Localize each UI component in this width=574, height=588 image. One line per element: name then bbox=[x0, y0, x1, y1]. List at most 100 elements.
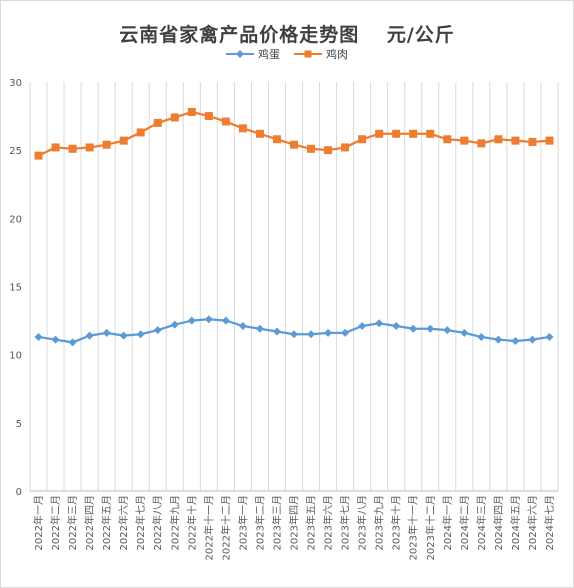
data-point-chicken bbox=[460, 136, 469, 145]
x-tick-label: 2022年十一月 bbox=[202, 495, 215, 560]
legend-label-chicken: 鸡肉 bbox=[326, 48, 348, 61]
data-point-egg bbox=[136, 330, 145, 339]
legend: 鸡蛋 鸡肉 bbox=[0, 46, 574, 62]
data-point-chicken bbox=[85, 143, 94, 152]
x-tick-label: 2022年二月 bbox=[49, 495, 62, 550]
data-point-egg bbox=[34, 332, 43, 341]
data-point-chicken bbox=[34, 151, 43, 160]
legend-swatch-egg bbox=[226, 50, 254, 58]
x-tick-label: 2023年九月 bbox=[373, 495, 386, 550]
x-tick-label: 2024年三月 bbox=[475, 495, 488, 550]
x-tick-label: 2023年二月 bbox=[253, 495, 266, 550]
data-point-egg bbox=[68, 338, 77, 347]
data-point-egg bbox=[204, 315, 213, 324]
x-tick-label: 2024年五月 bbox=[509, 495, 522, 550]
data-point-egg bbox=[426, 324, 435, 333]
x-tick-label: 2022年三月 bbox=[66, 495, 79, 550]
data-point-chicken bbox=[255, 129, 264, 138]
chart-title: 云南省家禽产品价格走势图 元/公斤 bbox=[119, 24, 455, 46]
x-tick-label: 2023年七月 bbox=[339, 495, 352, 550]
x-tick-label: 2024年一月 bbox=[441, 495, 454, 550]
data-point-chicken bbox=[358, 135, 367, 144]
data-point-chicken bbox=[119, 136, 128, 145]
x-tick-label: 2023年十月 bbox=[390, 495, 403, 550]
data-point-chicken bbox=[528, 137, 537, 146]
data-point-chicken bbox=[102, 140, 111, 149]
data-point-egg bbox=[477, 332, 486, 341]
data-point-egg bbox=[358, 322, 367, 331]
y-tick-label: 5 bbox=[16, 419, 22, 430]
data-point-chicken bbox=[170, 113, 179, 122]
data-point-egg bbox=[409, 324, 418, 333]
data-point-chicken bbox=[307, 144, 316, 153]
x-tick-label: 2022年十二月 bbox=[219, 495, 232, 560]
x-tick-label: 2022年九月 bbox=[168, 495, 181, 550]
x-tick-label: 2022年四月 bbox=[83, 495, 96, 550]
data-point-chicken bbox=[204, 112, 213, 121]
data-point-chicken bbox=[187, 107, 196, 116]
data-point-egg bbox=[375, 319, 384, 328]
x-tick-label: 2022年六月 bbox=[117, 495, 130, 550]
data-point-egg bbox=[51, 335, 60, 344]
data-point-egg bbox=[511, 337, 520, 346]
data-point-chicken bbox=[392, 129, 401, 138]
data-point-chicken bbox=[68, 144, 77, 153]
x-tick-label: 2023年三月 bbox=[270, 495, 283, 550]
data-point-chicken bbox=[221, 117, 230, 126]
data-point-egg bbox=[153, 326, 162, 335]
data-point-egg bbox=[170, 320, 179, 329]
data-point-egg bbox=[238, 322, 247, 331]
legend-item-chicken: 鸡肉 bbox=[294, 46, 348, 62]
x-tick-label: 2024年六月 bbox=[526, 495, 539, 550]
data-point-egg bbox=[460, 328, 469, 337]
data-point-egg bbox=[255, 324, 264, 333]
y-tick-label: 20 bbox=[9, 214, 22, 225]
legend-swatch-chicken bbox=[294, 50, 322, 58]
data-point-egg bbox=[341, 328, 350, 337]
x-tick-label: 2023年五月 bbox=[305, 495, 318, 550]
y-tick-label: 15 bbox=[9, 283, 22, 294]
data-point-egg bbox=[528, 335, 537, 344]
x-tick-label: 2024年四月 bbox=[492, 495, 505, 550]
x-tick-label: 2023年一月 bbox=[236, 495, 249, 550]
data-point-egg bbox=[272, 327, 281, 336]
data-point-chicken bbox=[545, 136, 554, 145]
x-tick-label: 2022年七月 bbox=[134, 495, 147, 550]
data-point-egg bbox=[307, 330, 316, 339]
x-tick-label: 2022年八月 bbox=[151, 495, 164, 550]
data-point-chicken bbox=[153, 118, 162, 127]
x-tick-label: 2023年十一月 bbox=[407, 495, 420, 560]
data-point-egg bbox=[545, 332, 554, 341]
data-point-chicken bbox=[375, 129, 384, 138]
data-point-chicken bbox=[426, 129, 435, 138]
data-point-egg bbox=[102, 328, 111, 337]
data-point-egg bbox=[443, 326, 452, 335]
data-point-chicken bbox=[477, 139, 486, 148]
data-point-chicken bbox=[272, 135, 281, 144]
data-point-chicken bbox=[409, 129, 418, 138]
x-tick-label: 2022年五月 bbox=[100, 495, 113, 550]
legend-label-egg: 鸡蛋 bbox=[258, 48, 280, 61]
y-tick-label: 10 bbox=[9, 351, 22, 362]
x-tick-label: 2022年十月 bbox=[185, 495, 198, 550]
data-point-egg bbox=[392, 322, 401, 331]
x-tick-label: 2023年八月 bbox=[356, 495, 369, 550]
data-point-egg bbox=[187, 316, 196, 325]
x-tick-label: 2024年七月 bbox=[543, 495, 556, 550]
x-tick-label: 2023年四月 bbox=[288, 495, 301, 550]
data-point-chicken bbox=[443, 135, 452, 144]
x-tick-label: 2024年二月 bbox=[458, 495, 471, 550]
x-tick-label: 2022年一月 bbox=[32, 495, 45, 550]
data-point-chicken bbox=[290, 140, 298, 149]
y-tick-label: 0 bbox=[16, 487, 22, 498]
data-point-chicken bbox=[511, 136, 520, 145]
data-point-chicken bbox=[324, 146, 333, 155]
data-point-egg bbox=[494, 335, 503, 344]
data-point-egg bbox=[221, 316, 230, 325]
x-tick-label: 2023年六月 bbox=[322, 495, 335, 550]
data-point-egg bbox=[85, 331, 94, 340]
data-point-egg bbox=[290, 330, 298, 339]
data-point-chicken bbox=[136, 128, 145, 137]
